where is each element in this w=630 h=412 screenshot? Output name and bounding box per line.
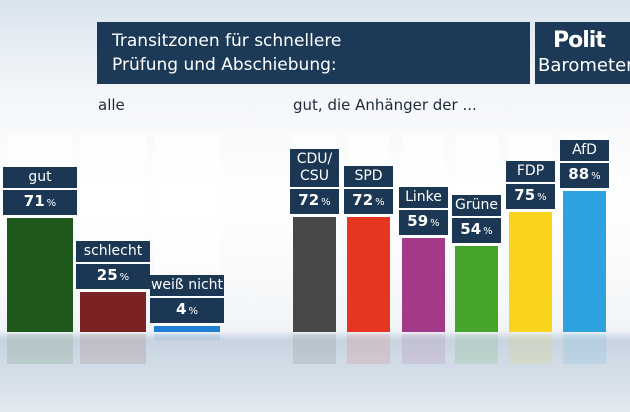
value-number: 54 [460,219,482,238]
logo: Polit Barometer [535,22,630,84]
value-number: 71 [23,192,45,211]
bar-reflection [293,334,336,364]
bar [7,218,73,332]
label-stack: Grüne 54% [452,194,501,243]
logo-top: Polit [553,28,606,53]
bar-reflection [509,334,552,364]
value-unit: % [46,198,57,210]
value-number: 75 [514,186,536,204]
value-label: 59% [399,209,448,235]
value-label: 4% [150,297,224,323]
bar-reflection [563,334,606,364]
value-label: 25% [76,264,150,289]
bar [154,325,220,332]
bar [509,212,552,332]
category-label: weiß nicht [150,274,224,296]
value-unit: % [188,305,198,317]
value-unit: % [375,196,385,208]
label-stack: CDU/ CSU 72% [290,148,339,214]
label-stack: weiß nicht 4% [150,274,224,323]
value-unit: % [483,225,493,237]
value-unit: % [430,217,440,229]
label-stack: Linke 59% [399,186,448,235]
title: Transitzonen für schnellere Prüfung und … [112,29,341,77]
value-number: 4 [176,299,187,318]
label-stack: FDP 75% [506,161,555,209]
value-number: 72 [298,190,320,209]
value-number: 59 [407,211,429,230]
label-stack: schlecht 25% [76,241,150,289]
bar [402,237,445,332]
category-label: SPD [344,165,393,187]
bar-reflection [7,334,73,364]
category-label: FDP [506,161,555,182]
category-label: CDU/ CSU [290,148,339,187]
bar [455,245,498,332]
title-box: Transitzonen für schnellere Prüfung und … [97,22,530,84]
title-line: Transitzonen für schnellere [112,31,342,51]
value-label: 72% [344,188,393,214]
value-unit: % [321,196,331,208]
bar [563,191,606,332]
bar-reflection [154,334,220,341]
bar-reflection [455,334,498,364]
value-number: 88 [568,165,590,184]
group-title: gut, die Anhänger der ... [293,96,477,114]
value-label: 88% [560,163,609,189]
bar-reflection [402,334,445,364]
value-label: 75% [506,184,555,209]
value-number: 72 [352,190,374,209]
value-number: 25 [96,266,118,284]
label-stack: gut 71% [3,167,77,216]
category-label: Linke [399,186,448,208]
category-label: gut [3,167,77,189]
category-label: Grüne [452,194,501,216]
bar [293,216,336,332]
label-stack: SPD 72% [344,165,393,214]
group-title: alle [98,96,125,114]
logo-bottom: Barometer [538,55,630,76]
value-unit: % [537,192,547,203]
title-line: Prüfung und Abschiebung: [112,55,337,75]
bar-reflection [80,334,146,364]
label-stack: AfD 88% [560,140,609,189]
category-label: schlecht [76,241,150,262]
value-label: 54% [452,217,501,243]
value-label: 72% [290,188,339,214]
bar-reflection [347,334,390,364]
category-label: AfD [560,140,609,162]
bar [347,216,390,332]
bar [80,292,146,332]
value-unit: % [591,171,601,183]
value-unit: % [119,272,130,283]
value-label: 71% [3,190,77,216]
